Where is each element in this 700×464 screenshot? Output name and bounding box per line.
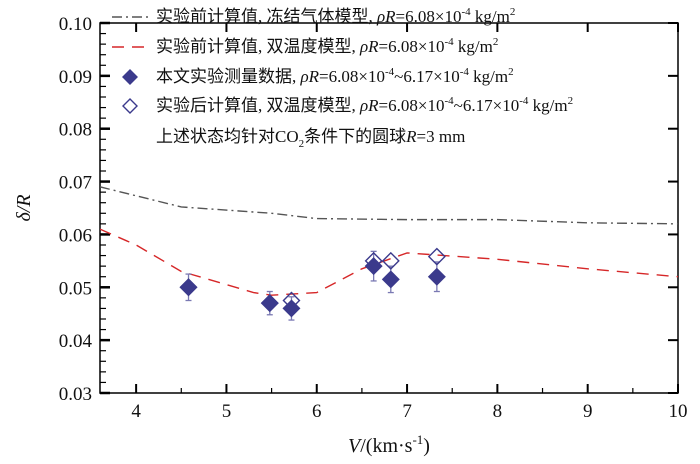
- text-span: 2: [510, 6, 516, 18]
- series-1: [100, 228, 678, 296]
- y-tick-label: 0.10: [59, 14, 92, 35]
- data-point-open: [364, 251, 383, 270]
- text-span: 2: [568, 95, 574, 107]
- text-span: kg/m: [454, 37, 493, 56]
- y-tick-label: 0.09: [59, 67, 92, 88]
- text-span: 实验后计算值, 双温度模型,: [156, 96, 360, 115]
- text-span: ~6.17×10: [394, 67, 460, 86]
- data-point-filled: [364, 257, 383, 276]
- text-span: -4: [519, 95, 529, 107]
- text-span: =6.08×10: [319, 67, 385, 86]
- text-span: ~6.17×10: [454, 96, 520, 115]
- text-span: ρR: [359, 37, 379, 56]
- text-span: kg/m: [471, 7, 510, 26]
- text-span: -4: [444, 95, 454, 107]
- plot-frame: [99, 22, 679, 394]
- text-span: kg/m: [528, 96, 567, 115]
- text-span: 实验前计算值, 双温度模型,: [156, 37, 360, 56]
- text-span: /(km·s: [360, 435, 412, 457]
- text-span: 上述状态均针对CO: [156, 127, 299, 146]
- data-point-open: [381, 251, 400, 270]
- text-span: 2: [508, 66, 514, 78]
- series-2: [179, 250, 446, 321]
- data-point-filled: [381, 270, 400, 289]
- y-tick-label: 0.03: [59, 384, 92, 405]
- text-span: =6.08×10: [396, 7, 462, 26]
- data-point-filled: [179, 278, 198, 297]
- y-tick-label: 0.08: [59, 120, 92, 141]
- text-span: 本文实验测量数据,: [156, 67, 301, 86]
- data-point-filled: [427, 267, 446, 286]
- text-span: =6.08×10: [379, 96, 445, 115]
- x-tick-label: 4: [131, 401, 141, 422]
- text-span: V: [348, 435, 363, 457]
- text-span: 实验前计算值, 冻结气体模型,: [156, 7, 377, 26]
- series-3: [179, 247, 446, 313]
- text-span: =3 mm: [417, 127, 466, 146]
- text-span: ρR: [300, 67, 320, 86]
- data-point-filled: [260, 294, 279, 313]
- legend-label: 本文实验测量数据, ρR=6.08×10-4~6.17×10-4 kg/m2: [156, 66, 514, 86]
- data-point-open: [260, 294, 279, 313]
- data-point-open: [282, 291, 301, 310]
- legend-swatch: [122, 69, 138, 85]
- x-tick-label: 7: [402, 401, 412, 422]
- x-tick-label: 5: [222, 401, 232, 422]
- text-span: ): [423, 435, 430, 457]
- y-axis-label: δ/R: [13, 194, 35, 221]
- y-tick-label: 0.04: [59, 331, 93, 352]
- text-span: -4: [444, 36, 454, 48]
- series-0: [100, 186, 678, 225]
- text-span: kg/m: [469, 67, 508, 86]
- x-axis-label: V/(km·s-1): [348, 432, 430, 457]
- text-span: 2: [299, 138, 305, 150]
- legend-swatch: [122, 98, 138, 114]
- text-span: -1: [412, 432, 423, 447]
- text-span: -4: [460, 66, 470, 78]
- text-span: 条件下的圆球: [304, 127, 406, 146]
- x-tick-label: 8: [493, 401, 503, 422]
- text-span: -4: [385, 66, 395, 78]
- legend-label: 实验前计算值, 冻结气体模型, ρR=6.08×10-4 kg/m2: [156, 6, 515, 26]
- y-tick-label: 0.06: [59, 225, 92, 246]
- series-line: [100, 228, 678, 296]
- data-point-open: [179, 278, 198, 297]
- text-span: R: [405, 127, 417, 146]
- text-span: 2: [493, 36, 499, 48]
- x-tick-label: 10: [669, 401, 688, 422]
- y-tick-label: 0.05: [59, 278, 92, 299]
- text-span: -4: [461, 6, 471, 18]
- text-span: =6.08×10: [379, 37, 445, 56]
- legend-label: 实验后计算值, 双温度模型, ρR=6.08×10-4~6.17×10-4 kg…: [156, 95, 573, 115]
- text-span: ρR: [359, 96, 379, 115]
- series-line: [100, 186, 678, 225]
- data-point-open: [427, 247, 446, 266]
- annotation: 上述状态均针对CO2条件下的圆球R=3 mm: [156, 127, 465, 150]
- text-span: ρR: [376, 7, 396, 26]
- x-tick-label: 6: [312, 401, 322, 422]
- y-tick-label: 0.07: [59, 173, 92, 194]
- x-tick-label: 9: [583, 401, 593, 422]
- legend-label: 实验前计算值, 双温度模型, ρR=6.08×10-4 kg/m2: [156, 36, 498, 56]
